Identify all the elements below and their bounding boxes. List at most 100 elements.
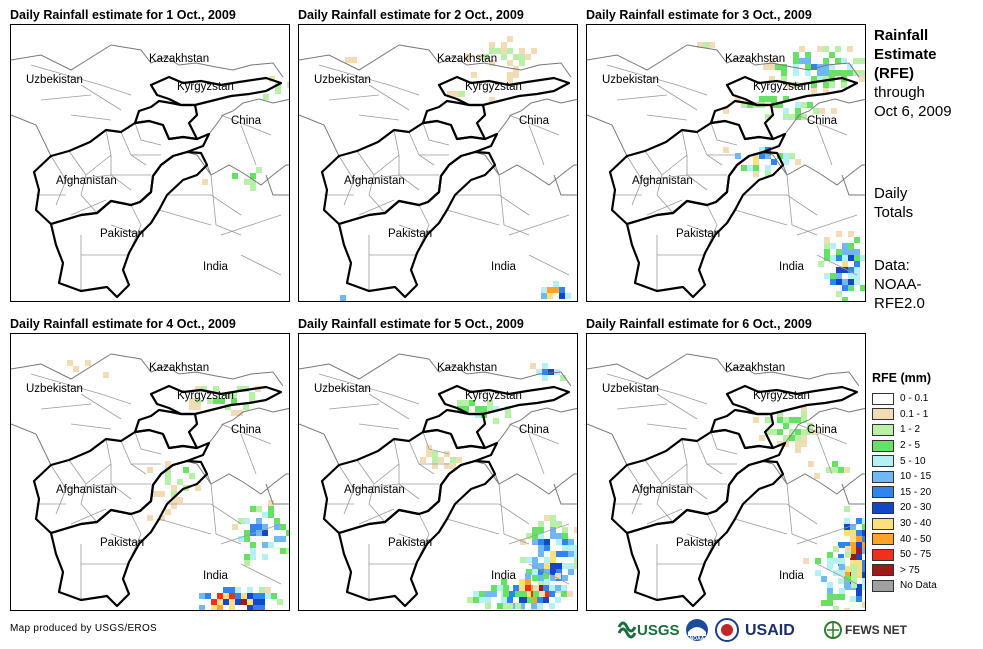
rainfall-cell <box>781 70 787 76</box>
province-line <box>686 533 716 545</box>
rainfall-cell <box>844 530 850 536</box>
rainfall-cell <box>262 524 268 530</box>
rainfall-cell <box>793 58 799 64</box>
province-line <box>30 64 132 96</box>
rainfall-cell <box>519 48 525 54</box>
rainfall-cell <box>795 102 801 108</box>
rainfall-cell <box>519 54 525 60</box>
rainfall-cell <box>844 566 850 572</box>
province-line <box>373 154 400 176</box>
rainfall-cell <box>275 88 281 94</box>
rainfall-cell <box>544 557 550 563</box>
province-line <box>646 114 688 121</box>
rainfall-cell <box>765 429 771 435</box>
province-line <box>353 174 400 181</box>
rainfall-cell <box>550 557 556 563</box>
rainfall-cell <box>345 57 351 63</box>
country-label-kazakhstan: Kazakhstan <box>149 362 210 374</box>
rainfall-cell <box>561 591 567 597</box>
rainfall-cell <box>556 569 562 575</box>
rainfall-cell <box>253 593 259 599</box>
country-label-afghanistan: Afghanistan <box>344 484 405 496</box>
rainfall-cell <box>548 369 554 375</box>
rainfall-cell <box>862 524 865 530</box>
rainfall-cell <box>565 293 571 299</box>
rainfall-cell <box>824 237 830 243</box>
map-frame: Kazakhstan Uzbekistan Kyrgyzstan China Afgha… <box>10 24 290 302</box>
border-line <box>11 44 112 71</box>
border-line <box>474 151 577 186</box>
rainfall-cell <box>856 536 862 542</box>
rainfall-cell <box>568 551 574 557</box>
rainfall-cell <box>497 603 503 609</box>
rainfall-cell <box>807 423 813 429</box>
rainfall-cell <box>830 279 836 285</box>
rainfall-cell <box>765 165 771 171</box>
legend-label: No Data <box>900 580 937 592</box>
rainfall-cell <box>237 410 243 416</box>
rainfall-cell <box>821 600 827 606</box>
rainfall-cell <box>823 64 829 70</box>
rainfall-cell <box>842 279 848 285</box>
rainfall-cell <box>253 605 259 610</box>
province-line <box>696 440 723 475</box>
legend-label: > 75 <box>900 564 920 576</box>
rainfall-cell <box>574 551 577 557</box>
province-line <box>616 94 668 101</box>
rainfall-cell <box>723 147 729 153</box>
rainfall-cell <box>765 96 771 102</box>
rainfall-cell <box>538 539 544 545</box>
rainfall-cell <box>844 608 850 610</box>
rainfall-cell <box>781 64 787 70</box>
province-line <box>796 423 848 445</box>
rainfall-cell <box>505 406 511 412</box>
rainfall-cell <box>753 417 759 423</box>
rainfall-cell <box>487 400 493 406</box>
rainfall-cell <box>287 82 289 88</box>
rainfall-cell <box>845 552 851 558</box>
rainfall-cell <box>856 518 862 524</box>
rainfall-cell <box>795 441 801 447</box>
rainfall-cell <box>550 533 556 539</box>
rainfall-cell <box>574 545 577 551</box>
border-line <box>208 407 289 444</box>
rainfall-cell <box>268 506 274 512</box>
rainfall-cell <box>765 171 771 177</box>
rainfall-cell <box>838 542 844 548</box>
rainfall-cell <box>547 287 553 293</box>
rainfall-cell <box>851 570 857 576</box>
province-line <box>80 393 122 420</box>
rainfall-cell <box>250 554 256 560</box>
country-label-pakistan: Pakistan <box>388 537 433 549</box>
rainfall-cell <box>493 406 499 412</box>
rainfall-cell <box>537 603 543 609</box>
rainfall-cell <box>801 429 807 435</box>
rainfall-cell <box>505 412 511 418</box>
rainfall-cell <box>256 167 262 173</box>
rainfall-cell <box>249 398 255 404</box>
rainfall-cell <box>213 386 219 392</box>
fewsnet-logo: FEWS NET <box>823 619 907 641</box>
rainfall-cell <box>862 560 865 566</box>
rainfall-cell <box>444 451 450 457</box>
rainfall-cell <box>189 398 195 404</box>
rainfall-cell <box>463 400 469 406</box>
rainfall-cell <box>532 557 538 563</box>
rainfall-cell <box>556 533 562 539</box>
country-label-china: China <box>519 115 550 127</box>
legend-item: 2 - 5 <box>872 438 972 454</box>
province-line <box>70 423 112 430</box>
rainfall-cell <box>815 570 821 576</box>
legend-item: 0 - 0.1 <box>872 391 972 407</box>
map-frame: Kazakhstan Uzbekistan Kyrgyzstan China Afgha… <box>298 24 578 302</box>
rainfall-cell <box>525 573 531 579</box>
province-line <box>65 483 112 490</box>
legend-item: 30 - 40 <box>872 516 972 532</box>
rainfall-cell <box>280 524 286 530</box>
rainfall-cell <box>259 605 265 610</box>
country-label-uzbekistan: Uzbekistan <box>26 383 83 395</box>
rainfall-cell <box>489 97 495 103</box>
rainfall-cell <box>533 591 539 597</box>
rainfall-cell <box>827 564 833 570</box>
rainfall-cell <box>550 515 556 521</box>
